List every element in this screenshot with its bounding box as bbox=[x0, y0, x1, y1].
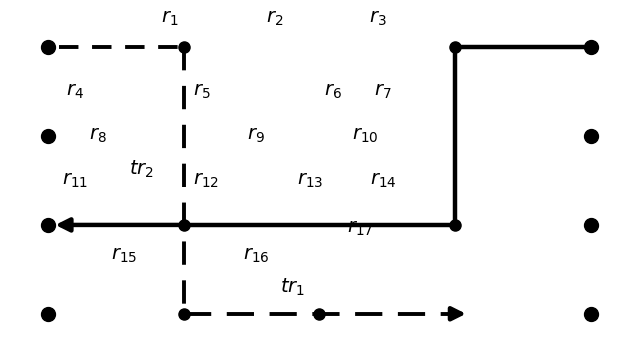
Text: $r_6$: $r_6$ bbox=[324, 83, 342, 101]
Text: $r_{12}$: $r_{12}$ bbox=[193, 171, 219, 190]
Text: $r_{17}$: $r_{17}$ bbox=[346, 220, 373, 238]
Text: $r_{11}$: $r_{11}$ bbox=[62, 171, 88, 190]
Text: $r_5$: $r_5$ bbox=[193, 83, 210, 101]
Text: $r_{15}$: $r_{15}$ bbox=[111, 247, 137, 265]
Text: $r_1$: $r_1$ bbox=[161, 9, 178, 28]
Text: $r_{16}$: $r_{16}$ bbox=[243, 247, 270, 265]
Text: $tr_1$: $tr_1$ bbox=[280, 277, 305, 298]
Text: $r_{13}$: $r_{13}$ bbox=[297, 171, 323, 190]
Text: $tr_2$: $tr_2$ bbox=[130, 158, 155, 179]
Text: $r_3$: $r_3$ bbox=[369, 9, 387, 28]
Text: $r_8$: $r_8$ bbox=[89, 127, 107, 145]
Text: $r_{10}$: $r_{10}$ bbox=[351, 127, 378, 145]
Text: $r_{14}$: $r_{14}$ bbox=[369, 171, 396, 190]
Text: $r_9$: $r_9$ bbox=[247, 127, 265, 145]
Text: $r_4$: $r_4$ bbox=[66, 83, 84, 101]
Text: $r_7$: $r_7$ bbox=[374, 83, 392, 101]
Text: $r_2$: $r_2$ bbox=[266, 9, 283, 28]
